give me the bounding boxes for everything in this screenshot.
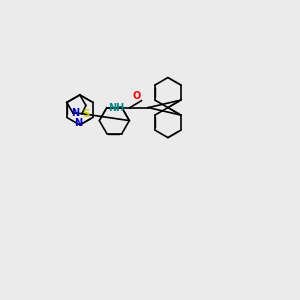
Text: N: N bbox=[71, 108, 79, 118]
Text: N: N bbox=[75, 118, 83, 128]
Text: O: O bbox=[133, 91, 141, 101]
Text: NH: NH bbox=[108, 103, 124, 112]
Text: S: S bbox=[82, 109, 89, 119]
